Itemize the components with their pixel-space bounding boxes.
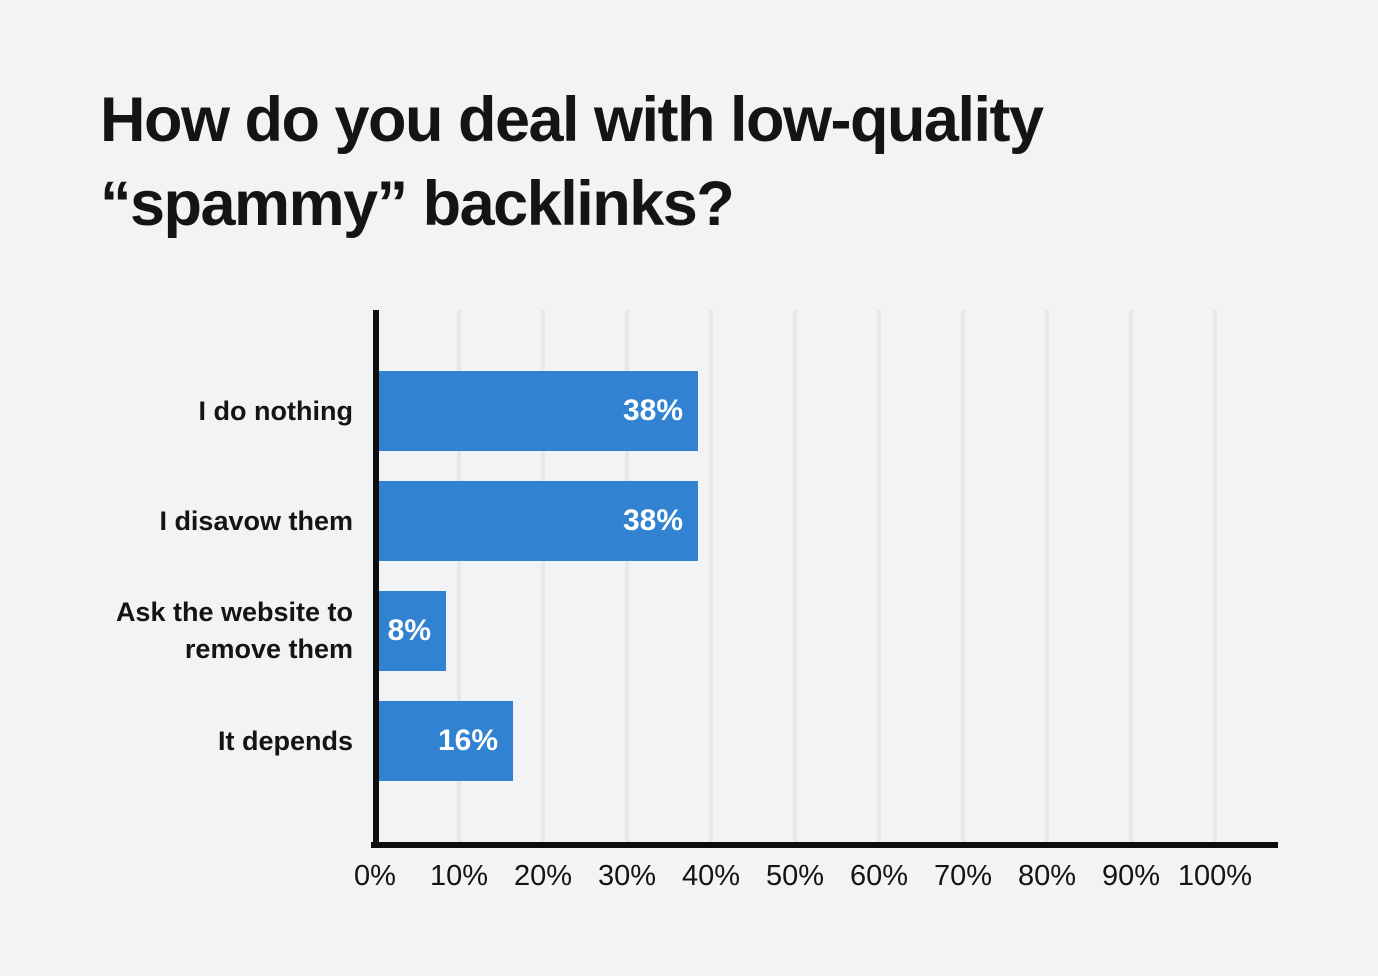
- category-label: I disavow them: [159, 505, 353, 536]
- bar: 38%: [379, 481, 698, 561]
- gridline: [541, 310, 545, 842]
- gridline: [457, 310, 461, 842]
- x-tick-label: 0%: [354, 860, 396, 892]
- bar: 8%: [379, 591, 446, 671]
- x-tick-label: 50%: [765, 860, 825, 892]
- plot-area: 38% 38% 8% 16%: [371, 310, 1278, 848]
- x-tick-label: 10%: [429, 860, 489, 892]
- gridline: [709, 310, 713, 842]
- bar-value-label: 38%: [622, 504, 683, 537]
- chart-title: How do you deal with low-quality “spammy…: [100, 85, 1044, 239]
- x-tick-label: 40%: [681, 860, 741, 892]
- gridline: [961, 310, 965, 842]
- bar-value-label: 16%: [437, 724, 498, 757]
- x-axis-line: [371, 842, 1278, 848]
- category-label: It depends: [217, 725, 353, 756]
- x-tick-label: 70%: [933, 860, 993, 892]
- bars-layer: 38% 38% 8% 16%: [375, 310, 1278, 848]
- gridline: [877, 310, 881, 842]
- category-label: I do nothing: [198, 395, 353, 426]
- x-tick-label: 90%: [1101, 860, 1161, 892]
- y-axis-line: [373, 310, 379, 848]
- gridline: [1045, 310, 1049, 842]
- x-tick-label: 100%: [1177, 860, 1253, 892]
- gridline: [625, 310, 629, 842]
- x-tick-label: 20%: [513, 860, 573, 892]
- category-label: Ask the website to remove them: [115, 597, 353, 664]
- bar-value-label: 38%: [622, 394, 683, 427]
- gridline: [1213, 310, 1217, 842]
- x-tick-label: 30%: [597, 860, 657, 892]
- x-tick-label: 80%: [1017, 860, 1077, 892]
- gridline: [1129, 310, 1133, 842]
- bar: 38%: [379, 371, 698, 451]
- bar-value-label: 8%: [387, 614, 431, 647]
- x-tick-label: 60%: [849, 860, 909, 892]
- gridline: [793, 310, 797, 842]
- bar: 16%: [379, 701, 513, 781]
